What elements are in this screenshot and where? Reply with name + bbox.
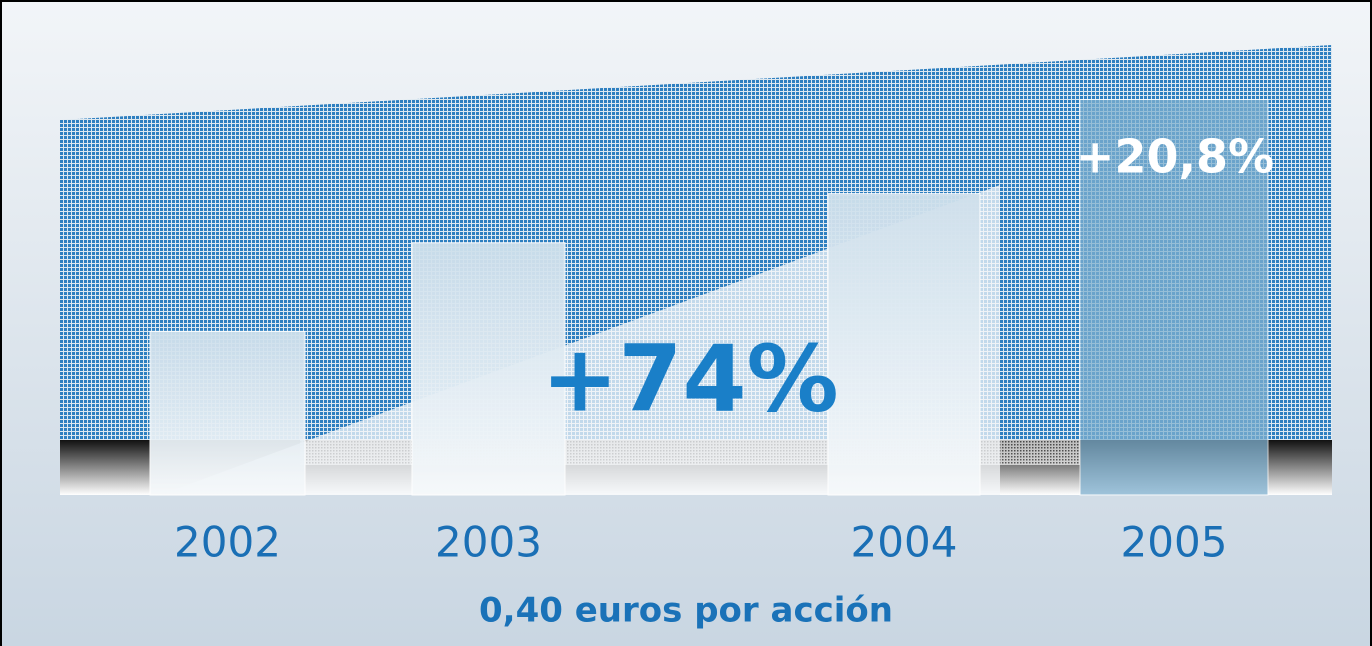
x-tick-label: 2003: [435, 518, 542, 567]
bar: [411, 242, 566, 496]
bar: [827, 193, 981, 496]
growth-wedge: [160, 185, 1000, 495]
growth-label: +74%: [541, 325, 838, 432]
bar: [1079, 99, 1269, 496]
growth-label: +20,8%: [1076, 130, 1274, 184]
dotted-band: [60, 45, 1332, 440]
bar: [149, 330, 306, 496]
subtitle: 0,40 euros por acción: [479, 591, 893, 631]
x-tick-label: 2004: [851, 518, 958, 567]
x-tick-label: 2005: [1121, 518, 1228, 567]
x-tick-label: 2002: [174, 518, 281, 567]
